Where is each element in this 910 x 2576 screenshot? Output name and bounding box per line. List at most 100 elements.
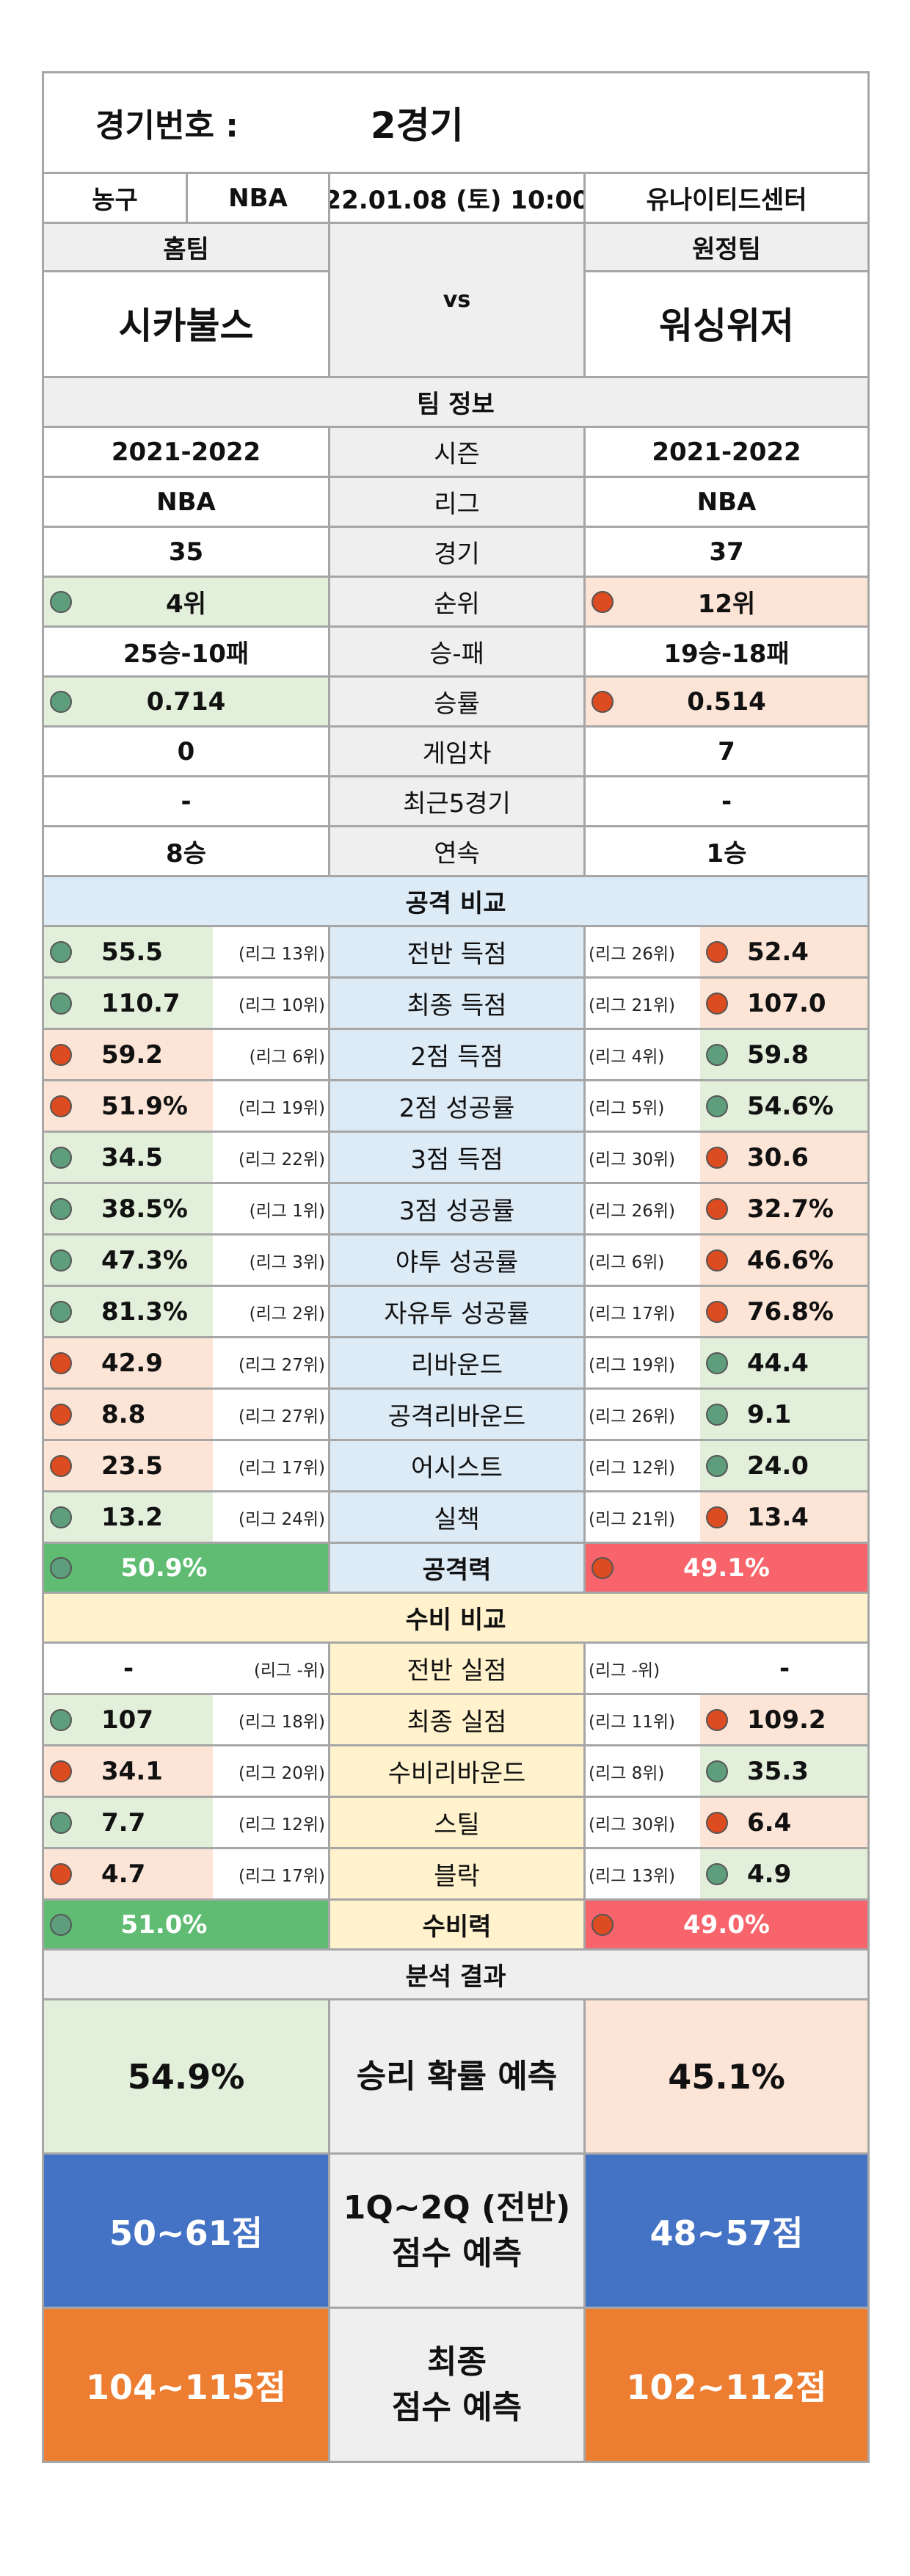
defense-label: 스틸 — [330, 1798, 586, 1847]
attack-row: 47.3% (리그 3위) 야투 성공률 (리그 6위) 46.6% — [42, 1236, 870, 1287]
better-dot-icon — [50, 690, 72, 713]
defense-away: (리그 13위) 4.9 — [586, 1849, 867, 1898]
attack-home: 34.5 (리그 22위) — [44, 1133, 330, 1182]
attack-row: 55.5 (리그 13위) 전반 득점 (리그 26위) 52.4 — [42, 927, 870, 979]
team-info-home: 0.714 — [44, 678, 330, 725]
attack-home: 59.2 (리그 6위) — [44, 1030, 330, 1079]
attack-home: 110.7 (리그 10위) — [44, 979, 330, 1028]
better-dot-icon — [50, 1708, 72, 1731]
attack-home: 47.3% (리그 3위) — [44, 1236, 330, 1285]
worse-dot-icon — [50, 1043, 72, 1066]
win-prediction-row: 54.9% 승리 확률 예측 45.1% — [42, 2000, 870, 2155]
attack-home: 81.3% (리그 2위) — [44, 1287, 330, 1336]
attack-total-away: 49.1% — [683, 1553, 770, 1583]
attack-row: 81.3% (리그 2위) 자유투 성공률 (리그 17위) 76.8% — [42, 1287, 870, 1338]
attack-home: 51.9% (리그 19위) — [44, 1081, 330, 1131]
better-dot-icon — [50, 590, 72, 613]
team-info-label: 승률 — [330, 678, 586, 725]
attack-away-value: 107.0 — [747, 988, 826, 1018]
defense-home-rank: (리그 20위) — [238, 1763, 325, 1783]
better-dot-icon — [706, 1352, 728, 1374]
attack-away-rank: (리그 30위) — [589, 1150, 676, 1169]
worse-dot-icon — [50, 1352, 72, 1374]
attack-away: (리그 4위) 59.8 — [586, 1030, 867, 1079]
attack-label: 2점 득점 — [330, 1030, 586, 1079]
team-info-away-value: - — [721, 786, 732, 816]
attack-away-rank: (리그 12위) — [589, 1458, 676, 1478]
team-info-table: 2021-2022 시즌 2021-2022 NBA 리그 NBA 35 경기 37 4위 순위 12… — [42, 428, 870, 877]
team-info-header: 팀 정보 — [42, 378, 870, 428]
attack-table: 55.5 (리그 13위) 전반 득점 (리그 26위) 52.4 110.7 (리그 10… — [42, 927, 870, 1544]
attack-total-home: 50.9% — [120, 1553, 208, 1583]
attack-home-rank: (리그 1위) — [249, 1201, 325, 1221]
defense-home: 7.7 (리그 12위) — [44, 1798, 330, 1847]
defense-away-value: 109.2 — [747, 1705, 826, 1735]
team-info-home: 2021-2022 — [44, 428, 330, 476]
worse-dot-icon — [706, 1811, 728, 1834]
defense-home-value: - — [123, 1653, 134, 1683]
match-info-row: 농구 NBA 22.01.08 (토) 10:00 유나이티드센터 — [42, 174, 870, 224]
team-info-away: 1승 — [586, 827, 867, 875]
defense-away-rank: (리그 30위) — [589, 1815, 676, 1835]
attack-total-row: 50.9% 공격력 49.1% — [42, 1544, 870, 1594]
better-dot-icon — [50, 1913, 72, 1936]
team-info-row: 25승-10패 승-패 19승-18패 — [42, 628, 870, 678]
team-info-home-value: 0.714 — [146, 686, 226, 716]
attack-home-rank: (리그 22위) — [238, 1150, 325, 1169]
defense-title: 수비 비교 — [405, 1606, 506, 1635]
defense-label: 전반 실점 — [330, 1644, 586, 1693]
defense-home-rank: (리그 -위) — [253, 1661, 325, 1680]
attack-away: (리그 30위) 30.6 — [586, 1133, 867, 1182]
worse-dot-icon — [50, 1760, 72, 1782]
match-analysis-sheet: 경기번호 : 2경기 농구 NBA 22.01.08 (토) 10:00 유나이… — [42, 71, 870, 2463]
defense-row: 107 (리그 18위) 최종 실점 (리그 11위) 109.2 — [42, 1695, 870, 1746]
attack-total-label: 공격력 — [330, 1544, 586, 1592]
team-info-away-value: 1승 — [706, 839, 747, 868]
team-info-home-value: 4위 — [166, 589, 206, 619]
defense-home-rank: (리그 18위) — [238, 1712, 325, 1732]
half-score-home: 50~61점 — [44, 2155, 330, 2307]
team-info-home-value: - — [181, 786, 192, 816]
team-info-away-value: 7 — [718, 736, 735, 766]
defense-row: 34.1 (리그 20위) 수비리바운드 (리그 8위) 35.3 — [42, 1746, 870, 1798]
attack-header: 공격 비교 — [42, 877, 870, 927]
defense-total-away: 49.0% — [683, 1909, 770, 1940]
team-info-home: 8승 — [44, 827, 330, 875]
attack-row: 23.5 (리그 17위) 어시스트 (리그 12위) 24.0 — [42, 1441, 870, 1492]
win-prob-home: 54.9% — [44, 2000, 330, 2152]
team-info-away-value: 19승-18패 — [663, 639, 790, 669]
match-number-value: 2경기 — [370, 104, 464, 147]
defense-away: (리그 -위) - — [586, 1644, 867, 1693]
attack-label: 3점 성공률 — [330, 1184, 586, 1233]
final-score-away: 102~112점 — [586, 2309, 867, 2461]
worse-dot-icon — [592, 1913, 614, 1936]
attack-away: (리그 6위) 46.6% — [586, 1236, 867, 1285]
league: NBA — [188, 174, 330, 222]
sport: 농구 — [44, 174, 188, 222]
half-score-label-2: 점수 예측 — [391, 2234, 523, 2272]
team-info-away: 12위 — [586, 578, 867, 625]
team-info-away: 37 — [586, 528, 867, 576]
worse-dot-icon — [706, 1506, 728, 1528]
attack-away: (리그 5위) 54.6% — [586, 1081, 867, 1131]
home-team-name: 시카불스 — [118, 305, 254, 347]
attack-home: 42.9 (리그 27위) — [44, 1338, 330, 1387]
half-score-away: 48~57점 — [586, 2155, 867, 2307]
better-dot-icon — [706, 1862, 728, 1885]
attack-away-rank: (리그 19위) — [589, 1355, 676, 1375]
team-info-away: 2021-2022 — [586, 428, 867, 476]
attack-home-rank: (리그 2위) — [249, 1304, 325, 1324]
team-info-label: 승-패 — [330, 628, 586, 675]
attack-away-value: 30.6 — [747, 1142, 809, 1172]
attack-home-rank: (리그 6위) — [249, 1047, 325, 1067]
better-dot-icon — [50, 940, 72, 963]
attack-away-rank: (리그 21위) — [589, 1509, 676, 1529]
worse-dot-icon — [50, 1454, 72, 1477]
defense-away-rank: (리그 8위) — [589, 1763, 665, 1783]
team-info-away: 19승-18패 — [586, 628, 867, 675]
worse-dot-icon — [706, 992, 728, 1015]
worse-dot-icon — [706, 1197, 728, 1220]
attack-away-value: 46.6% — [747, 1245, 834, 1275]
defense-home: 4.7 (리그 17위) — [44, 1849, 330, 1898]
attack-away-value: 44.4 — [747, 1348, 809, 1378]
